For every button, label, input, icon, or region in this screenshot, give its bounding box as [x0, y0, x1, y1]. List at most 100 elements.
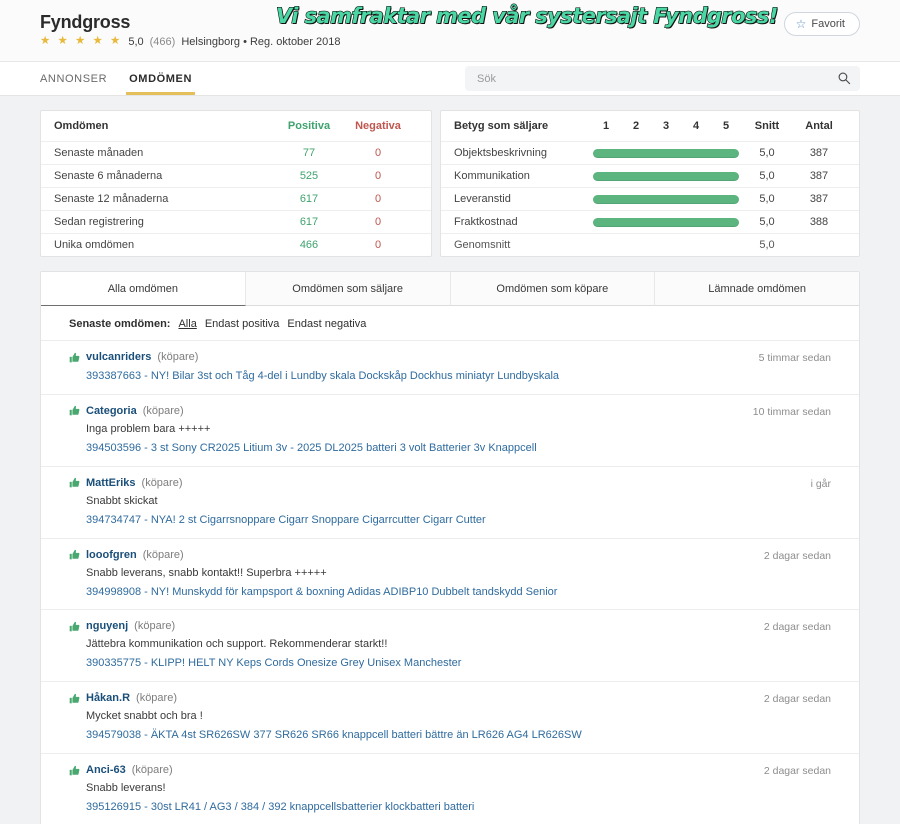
reviews-filter-row: Senaste omdömen: Alla Endast positiva En… [41, 306, 859, 341]
review-role: (köpare) [141, 476, 183, 489]
review-username[interactable]: looofgren [86, 548, 137, 561]
average-antal [793, 234, 845, 257]
filter-label: Senaste omdömen: [69, 318, 171, 330]
stats-row: Omdömen Positiva Negativa Senaste månade… [40, 110, 860, 257]
review-username[interactable]: MattEriks [86, 476, 136, 489]
seller-ratings-card: Betyg som säljare 1 2 3 4 5 Snitt Antal … [440, 110, 860, 257]
review-item-link[interactable]: 394998908 - NY! Munskydd för kampsport &… [86, 585, 558, 598]
reviews-summary-body: Senaste månaden 77 0 Senaste 6 månaderna 525… [41, 141, 431, 257]
tab-annonser[interactable]: ANNONSER [40, 72, 108, 85]
review-timestamp: 2 dagar sedan [763, 621, 831, 634]
rating-count: (466) [149, 36, 176, 48]
table-row: Fraktkostnad 5,0 388 [441, 210, 859, 234]
review-username[interactable]: Categoria [86, 404, 137, 417]
search-input[interactable] [465, 66, 860, 91]
review-header: vulcanriders (köpare) [69, 351, 831, 363]
review-item: Håkan.R (köpare) 2 dagar sedan Mycket snabb… [41, 682, 859, 755]
rating-bar-track [593, 171, 739, 181]
review-header: looofgren (köpare) [69, 549, 831, 561]
col-scale-1: 1 [591, 111, 621, 142]
thumbs-up-icon [69, 549, 80, 560]
filter-endast-negativa[interactable]: Endast negativa [287, 318, 367, 330]
col-antal: Antal [793, 111, 845, 142]
summary-negative: 0 [343, 187, 413, 211]
search-container [465, 66, 860, 91]
review-item-link[interactable]: 394734747 - NYA! 2 st Cigarrsnoppare Cig… [86, 513, 486, 526]
review-item: looofgren (köpare) 2 dagar sedan Snabb leve… [41, 539, 859, 611]
rating-value: 5,0 [128, 36, 144, 48]
table-row: Senaste 12 månaderna 617 0 [41, 187, 431, 211]
col-spacer [413, 111, 431, 142]
rating-bar-cell [591, 164, 741, 188]
rating-snitt: 5,0 [741, 210, 793, 234]
summary-positive: 466 [299, 239, 319, 251]
thumbs-up-icon [69, 406, 80, 416]
col-negativa: Negativa [343, 111, 413, 142]
review-timestamp: 2 dagar sedan [763, 693, 831, 706]
col-scale-5: 5 [711, 111, 741, 142]
favorite-button[interactable]: ☆ Favorit [783, 12, 860, 36]
summary-positive: 617 [275, 187, 343, 211]
search-icon[interactable] [837, 71, 851, 85]
thumbs-up-icon [69, 477, 80, 488]
shop-location-registration: Helsingborg • Reg. oktober 2018 [181, 36, 341, 48]
review-role: (köpare) [157, 351, 199, 363]
table-header-row: Omdömen Positiva Negativa [41, 111, 431, 142]
review-item: MattEriks (köpare) i går Snabbt skickat 3947… [41, 467, 859, 539]
review-item: Categoria (köpare) 10 timmar sedan Inga pro… [41, 395, 859, 467]
tab-omdomen[interactable]: OMDÖMEN [118, 62, 203, 95]
review-item-link[interactable]: 390335775 - KLIPP! HELT NY Keps Cords On… [86, 657, 462, 670]
review-username[interactable]: nguyenj [86, 620, 129, 633]
review-username[interactable]: Håkan.R [86, 692, 131, 705]
review-item-link[interactable]: 393387663 - NY! Bilar 3st och Tåg 4-del … [86, 370, 560, 382]
favorite-button-label: Favorit [811, 18, 845, 30]
filter-alla[interactable]: Alla [178, 318, 197, 330]
col-spacer [845, 111, 859, 142]
review-header: Categoria (köpare) [69, 405, 831, 417]
rating-bar-cell [591, 141, 741, 165]
reviews-summary-card: Omdömen Positiva Negativa Senaste månade… [40, 110, 432, 257]
review-header: MattEriks (köpare) [69, 477, 831, 489]
review-timestamp: 10 timmar sedan [752, 405, 831, 418]
review-timestamp: 2 dagar sedan [763, 549, 831, 562]
review-tab-3[interactable]: Lämnade omdömen [655, 272, 859, 306]
review-item-link[interactable]: 395126915 - 30st LR41 / AG3 / 384 / 392 … [86, 801, 475, 814]
review-item-link[interactable]: 394579038 - ÄKTA 4st SR626SW 377 SR626 S… [86, 729, 582, 742]
review-tab-0[interactable]: Alla omdömen [41, 272, 246, 306]
table-row: Objektsbeskrivning 5,0 387 [441, 141, 859, 165]
rating-category: Objektsbeskrivning [441, 141, 591, 165]
summary-period: Senaste månaden [41, 141, 275, 165]
page-body: Omdömen Positiva Negativa Senaste månade… [0, 96, 900, 824]
review-header: nguyenj (köpare) [69, 620, 831, 632]
seller-ratings-body: Objektsbeskrivning 5,0 387 Kommunikation 5,0… [441, 141, 859, 257]
reviews-tabs: Alla omdömen Omdömen som säljare Omdömen s… [41, 272, 859, 306]
rating-snitt: 5,0 [741, 164, 793, 188]
table-row: Unika omdömen 466 0 [41, 234, 431, 257]
review-timestamp: i går [810, 477, 831, 490]
table-row-average: Genomsnitt 5,0 [441, 234, 859, 257]
col-scale-2: 2 [621, 111, 651, 142]
review-username[interactable]: Anci-63 [86, 764, 126, 777]
review-tab-1[interactable]: Omdömen som säljare [245, 272, 451, 306]
review-tab-2[interactable]: Omdömen som köpare [450, 272, 656, 306]
rating-bar-fill [593, 171, 739, 181]
review-comment: Inga problem bara +++++ [86, 422, 211, 435]
rating-category: Kommunikation [441, 164, 591, 188]
review-header: Håkan.R (köpare) [69, 692, 831, 704]
filter-endast-positiva[interactable]: Endast positiva [204, 318, 280, 330]
summary-negative: 0 [374, 239, 382, 251]
review-comment: Mycket snabbt och bra ! [86, 710, 203, 723]
summary-negative: 0 [343, 210, 413, 234]
average-snitt: 5,0 [759, 239, 775, 251]
rating-bar-track [593, 148, 739, 158]
review-item-link[interactable]: 394503596 - 3 st Sony CR2025 Litium 3v -… [86, 441, 537, 454]
summary-negative: 0 [343, 141, 413, 165]
summary-positive: 617 [275, 210, 343, 234]
page-title: Fyndgross [40, 12, 131, 32]
review-list: vulcanriders (köpare) 5 timmar sedan 393387… [41, 341, 859, 824]
review-username[interactable]: vulcanriders [86, 351, 152, 363]
review-comment: Snabbt skickat [86, 494, 158, 507]
review-role: (köpare) [136, 692, 177, 705]
review-header: Anci-63 (köpare) [69, 764, 831, 776]
table-row: Senaste 6 månaderna 525 0 [41, 164, 431, 188]
